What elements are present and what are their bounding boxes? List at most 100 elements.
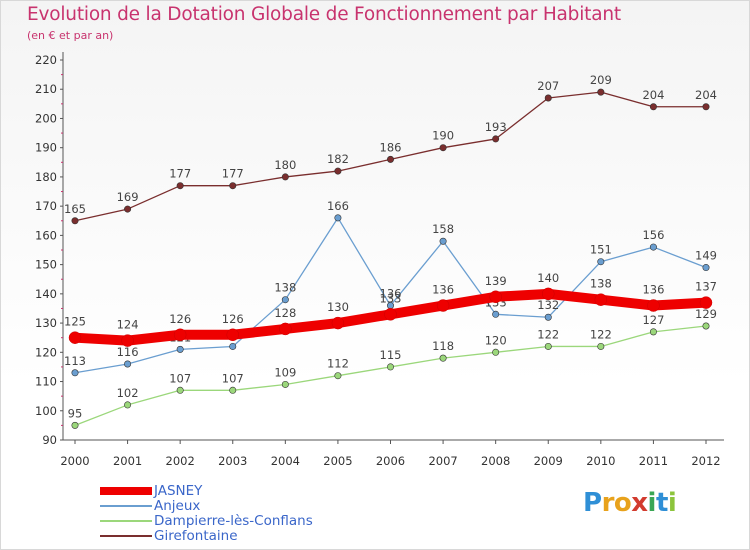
data-point (124, 360, 132, 368)
data-point (176, 345, 184, 353)
x-tick-label: 2009 (534, 454, 563, 468)
x-tick-label: 2011 (639, 454, 668, 468)
data-point (649, 103, 657, 111)
legend-label: Dampierre-lès-Conflans (154, 513, 313, 529)
data-label: 120 (485, 333, 507, 347)
data-point (386, 363, 394, 371)
data-point (334, 167, 342, 175)
data-point (176, 386, 184, 394)
data-point (281, 296, 289, 304)
logo-letter: t (655, 488, 668, 518)
chart-title: Evolution de la Dotation Globale de Fonc… (27, 4, 621, 25)
data-label: 158 (432, 222, 454, 236)
data-label: 109 (274, 365, 296, 379)
data-label: 140 (537, 271, 559, 285)
data-point (334, 214, 342, 222)
data-point (489, 290, 502, 304)
data-point (334, 372, 342, 380)
data-point (121, 334, 134, 347)
data-label: 204 (695, 88, 717, 102)
x-tick-label: 2000 (60, 454, 89, 468)
data-point (597, 342, 605, 350)
logo-letter: o (613, 488, 632, 518)
data-point (124, 205, 132, 213)
data-label: 102 (117, 386, 139, 400)
data-label: 127 (642, 313, 664, 327)
x-tick-label: 2012 (691, 454, 720, 468)
data-point (71, 369, 79, 377)
data-point (386, 155, 394, 163)
data-label: 128 (274, 306, 296, 320)
x-tick-label: 2005 (323, 454, 352, 468)
x-tick-label: 2004 (271, 454, 300, 468)
x-tick-label: 2007 (428, 454, 457, 468)
data-label: 126 (222, 312, 244, 326)
data-label: 186 (380, 140, 402, 154)
legend-swatch (100, 505, 152, 507)
data-label: 113 (64, 354, 86, 368)
data-point (594, 293, 608, 306)
data-label: 182 (327, 152, 349, 166)
data-label: 139 (485, 274, 507, 288)
data-label: 130 (327, 300, 349, 314)
data-point (281, 173, 289, 181)
x-tick-label: 2010 (586, 454, 615, 468)
data-point (229, 386, 237, 394)
data-point (229, 342, 237, 350)
data-point (331, 316, 345, 330)
data-label: 156 (642, 228, 664, 242)
data-point (124, 401, 132, 409)
data-point (649, 243, 657, 251)
data-label: 118 (432, 339, 454, 353)
y-tick-label: 190 (35, 141, 57, 155)
data-label: 133 (380, 291, 402, 305)
data-point (702, 322, 710, 330)
data-label: 166 (327, 199, 349, 213)
y-tick-label: 120 (35, 345, 57, 359)
data-label: 122 (590, 327, 612, 341)
data-point (71, 421, 79, 429)
data-label: 107 (222, 371, 244, 385)
data-point (699, 296, 713, 309)
data-point (68, 331, 82, 344)
data-label: 132 (537, 298, 559, 312)
data-point (229, 182, 237, 190)
legend-swatch (100, 520, 152, 522)
logo-letter: i (647, 488, 657, 518)
data-label: 209 (590, 73, 612, 87)
data-point (544, 94, 552, 102)
y-tick-label: 90 (42, 433, 57, 447)
data-label: 136 (432, 283, 454, 297)
data-point (384, 308, 397, 321)
data-label: 115 (380, 348, 402, 362)
data-label: 122 (537, 327, 559, 341)
y-tick-label: 100 (35, 404, 57, 418)
data-point (544, 342, 552, 350)
data-label: 165 (64, 202, 86, 216)
legend-label: Anjeux (154, 498, 201, 514)
data-label: 125 (64, 315, 86, 329)
data-point (544, 313, 552, 321)
data-point (597, 88, 605, 96)
logo-letter: i (667, 488, 677, 518)
data-point (702, 264, 710, 272)
data-label: 126 (169, 312, 191, 326)
data-point (542, 287, 555, 301)
data-point (439, 354, 447, 362)
y-tick-label: 170 (35, 199, 57, 213)
legend-swatch (100, 535, 152, 537)
data-point (226, 328, 239, 342)
x-tick-label: 2003 (218, 454, 247, 468)
data-point (649, 328, 657, 336)
data-point (492, 348, 500, 356)
proxiti-logo: Proxiti (583, 488, 677, 518)
data-label: 204 (642, 88, 664, 102)
data-point (492, 310, 500, 318)
data-point (281, 380, 289, 388)
data-label: 180 (274, 158, 296, 172)
data-label: 149 (695, 249, 717, 263)
data-label: 95 (68, 406, 83, 420)
logo-letter: r (601, 488, 615, 518)
data-label: 136 (380, 287, 402, 301)
data-point (647, 299, 660, 312)
